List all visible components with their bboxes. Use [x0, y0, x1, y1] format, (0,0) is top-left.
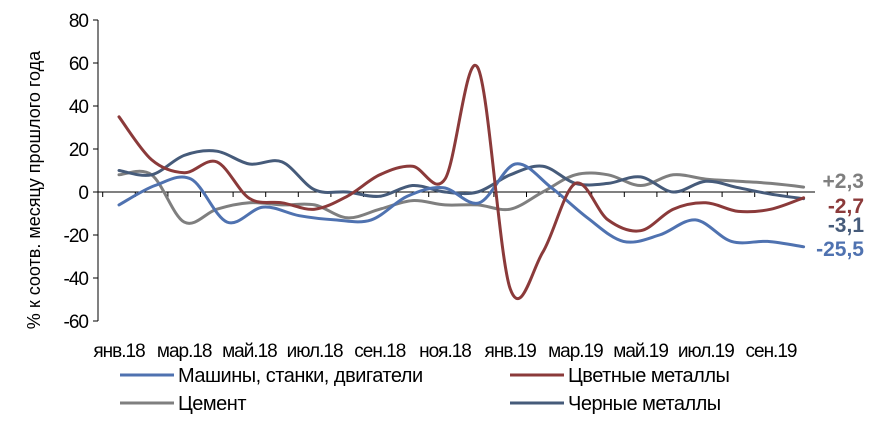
series-line: [117, 169, 806, 225]
axes: 80 60 40 20 0 -20 -40 -60: [64, 11, 815, 333]
series-line: [117, 162, 806, 249]
series-end-label: -2,7: [828, 195, 864, 218]
end-labels: +2,3-2,7-3,1-25,5: [816, 170, 864, 261]
legend-label: Цемент: [178, 393, 246, 415]
x-tick-label: май.19: [613, 341, 668, 362]
y-tick-label: 60: [69, 54, 89, 75]
y-tick-label: -40: [64, 269, 89, 290]
y-tick-label: 20: [69, 140, 89, 161]
series-end-label: +2,3: [823, 170, 864, 193]
x-tick-label: сен.18: [354, 341, 405, 362]
x-tick-label: июл.18: [287, 341, 343, 362]
series-end-label: -25,5: [816, 238, 864, 261]
x-tick-label: ноя.18: [419, 341, 471, 362]
legend-label: Черные металлы: [568, 393, 721, 415]
x-tick-label: янв.19: [485, 341, 537, 362]
y-tick-label: 0: [78, 183, 88, 204]
series-line: [117, 63, 806, 300]
x-tick-label: мар.18: [157, 341, 212, 362]
y-tick-label: -60: [64, 312, 89, 333]
series-line: [117, 149, 806, 201]
x-tick-label: июл.19: [678, 341, 734, 362]
x-tick-label: янв.18: [93, 341, 145, 362]
legend: Машины, станки, двигатели Цветные металлы…: [120, 365, 730, 415]
y-tick-label: 80: [69, 11, 89, 32]
y-axis-label: % к соотв. месяцу прошлого года: [24, 50, 44, 329]
series-lines: [117, 63, 806, 300]
legend-label: Машины, станки, двигатели: [178, 365, 423, 387]
x-tick-label: мар.19: [548, 341, 603, 362]
y-tick-label: 40: [69, 97, 89, 118]
tick-labels: янв.18 мар.18 май.18 июл.18 сен.18 ноя.18 янв.…: [93, 341, 798, 362]
y-tick-label: -20: [64, 226, 89, 247]
x-tick-label: сен.19: [746, 341, 797, 362]
x-tick-label: май.18: [222, 341, 277, 362]
legend-label: Цветные металлы: [568, 365, 729, 387]
series-end-label: -3,1: [828, 214, 865, 237]
